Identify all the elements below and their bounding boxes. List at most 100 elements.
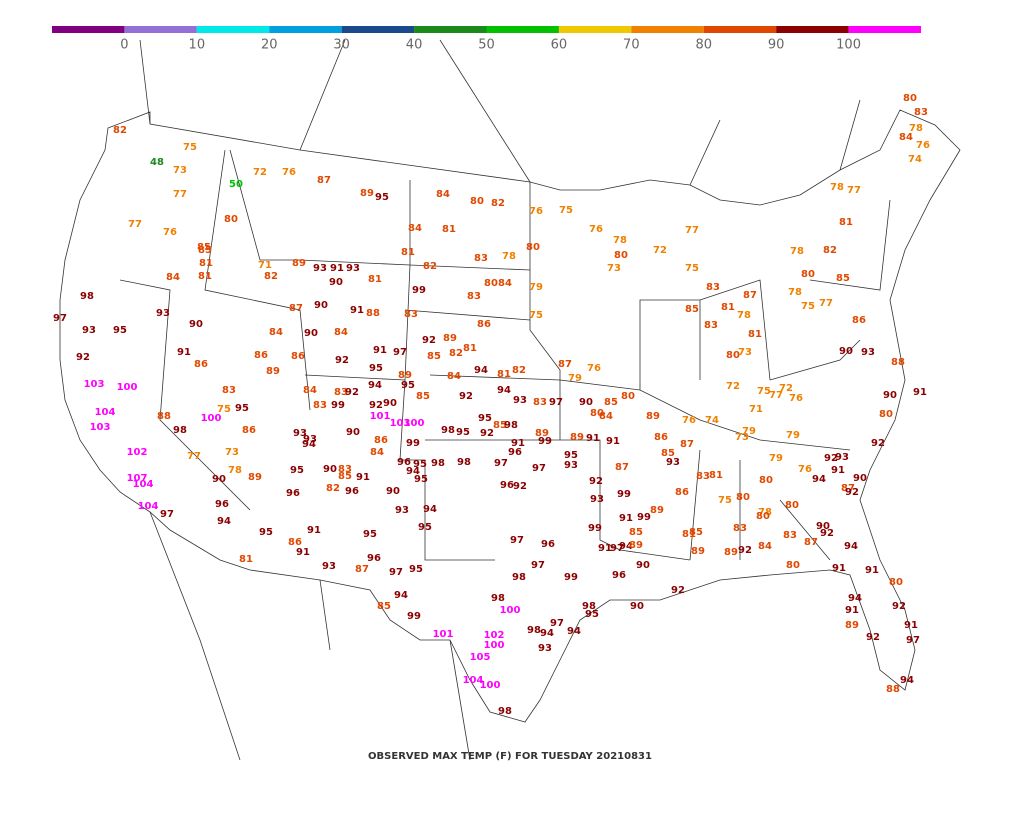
station-value: 94 — [302, 439, 316, 450]
station-value: 82 — [449, 348, 463, 359]
station-value: 96 — [541, 539, 555, 550]
station-value: 75 — [801, 301, 815, 312]
station-value: 95 — [413, 459, 427, 470]
station-value: 91 — [606, 436, 620, 447]
station-value: 83 — [313, 400, 327, 411]
station-value: 89 — [570, 432, 584, 443]
station-value: 76 — [589, 224, 603, 235]
station-value: 94 — [540, 628, 554, 639]
station-value: 91 — [832, 563, 846, 574]
station-value: 80 — [621, 391, 635, 402]
station-value: 80 — [470, 196, 484, 207]
station-value: 86 — [291, 351, 305, 362]
station-value: 74 — [908, 154, 922, 165]
station-value: 84 — [899, 132, 913, 143]
station-value: 84 — [758, 541, 772, 552]
station-value: 79 — [769, 453, 783, 464]
station-value: 80 — [614, 250, 628, 261]
station-value: 89 — [629, 540, 643, 551]
station-value: 90 — [883, 390, 897, 401]
colorbar: 0 10 20 30 40 50 60 70 80 90 100 — [52, 26, 921, 53]
station-value: 76 — [916, 140, 930, 151]
station-value: 83 — [733, 523, 747, 534]
station-value: 95 — [259, 527, 273, 538]
station-value: 97 — [160, 509, 174, 520]
station-value: 103 — [390, 418, 411, 429]
station-value: 93 — [666, 457, 680, 468]
station-value: 91 — [511, 438, 525, 449]
station-value: 99 — [538, 436, 552, 447]
station-value: 96 — [286, 488, 300, 499]
station-value: 86 — [254, 350, 268, 361]
station-value: 100 — [484, 640, 505, 651]
station-value: 97 — [393, 347, 407, 358]
station-value: 90 — [346, 427, 360, 438]
station-value: 95 — [235, 403, 249, 414]
station-value: 80 — [801, 269, 815, 280]
station-value: 90 — [636, 560, 650, 571]
station-value: 92 — [845, 487, 859, 498]
station-value: 78 — [758, 507, 772, 518]
state-lines — [119, 149, 891, 561]
colorbar-segment — [848, 26, 921, 33]
station-value: 85 — [661, 448, 675, 459]
station-value: 91 — [913, 387, 927, 398]
station-value: 92 — [369, 400, 383, 411]
station-value: 95 — [113, 325, 127, 336]
station-value: 89 — [292, 258, 306, 269]
station-value: 83 — [474, 253, 488, 264]
station-value: 88 — [157, 411, 171, 422]
station-value: 100 — [404, 418, 425, 429]
station-value: 91 — [831, 465, 845, 476]
station-value: 83 — [222, 385, 236, 396]
station-value: 85 — [338, 471, 352, 482]
station-value: 72 — [726, 381, 740, 392]
colorbar-segment — [703, 26, 777, 33]
station-value: 90 — [383, 398, 397, 409]
station-value: 94 — [423, 504, 437, 515]
station-value: 95 — [401, 380, 415, 391]
colorbar-tick-label: 0 — [120, 38, 128, 53]
station-value: 92 — [76, 352, 90, 363]
station-value: 80 — [903, 93, 917, 104]
station-value: 91 — [350, 305, 364, 316]
station-value: 93 — [590, 494, 604, 505]
station-value: 100 — [500, 605, 521, 616]
station-value: 98 — [504, 420, 518, 431]
station-value: 99 — [331, 400, 345, 411]
station-value: 99 — [412, 285, 426, 296]
station-value: 92 — [513, 481, 527, 492]
station-value: 86 — [675, 487, 689, 498]
colorbar-tick-label: 80 — [695, 38, 712, 53]
station-value: 72 — [653, 245, 667, 256]
station-value: 72 — [253, 167, 267, 178]
station-value: 95 — [456, 427, 470, 438]
station-value: 93 — [303, 434, 317, 445]
station-value: 81 — [368, 274, 382, 285]
station-value: 78 — [830, 182, 844, 193]
station-value: 75 — [559, 205, 573, 216]
colorbar-tick-label: 40 — [406, 38, 423, 53]
station-value: 94 — [619, 541, 633, 552]
station-value: 73 — [735, 432, 749, 443]
station-value: 86 — [654, 432, 668, 443]
station-value: 87 — [743, 290, 757, 301]
station-value: 84 — [408, 223, 422, 234]
colorbar-tick-label: 20 — [261, 38, 278, 53]
station-value: 91 — [330, 263, 344, 274]
station-value: 95 — [369, 363, 383, 374]
station-value: 79 — [786, 430, 800, 441]
station-value: 94 — [406, 466, 420, 477]
station-value: 86 — [194, 359, 208, 370]
station-value: 90 — [212, 474, 226, 485]
station-value: 83 — [696, 471, 710, 482]
station-value: 105 — [470, 652, 491, 663]
station-value: 84 — [599, 411, 613, 422]
station-value: 83 — [404, 309, 418, 320]
station-value: 78 — [790, 246, 804, 257]
station-value: 85 — [377, 601, 391, 612]
colorbar-tick-label: 30 — [333, 38, 350, 53]
station-value: 94 — [474, 365, 488, 376]
station-value: 82 — [423, 261, 437, 272]
station-value: 82 — [264, 271, 278, 282]
